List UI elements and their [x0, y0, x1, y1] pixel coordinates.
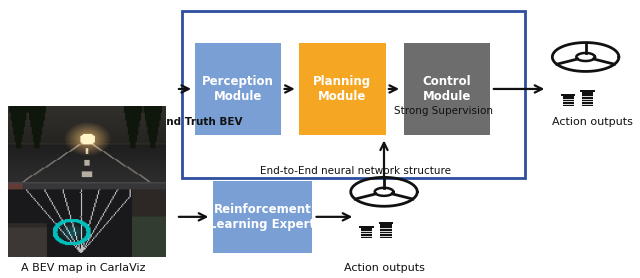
- Text: Action outputs: Action outputs: [552, 117, 632, 127]
- Bar: [360, 226, 374, 228]
- Bar: [361, 228, 372, 238]
- Text: Planning
Module: Planning Module: [314, 75, 371, 103]
- Bar: [580, 90, 595, 92]
- Bar: [582, 92, 593, 106]
- Bar: [379, 222, 393, 224]
- FancyBboxPatch shape: [300, 43, 385, 135]
- Bar: [380, 224, 392, 238]
- Text: A BEV map in CarlaViz: A BEV map in CarlaViz: [21, 263, 145, 273]
- FancyBboxPatch shape: [404, 43, 490, 135]
- Text: End-to-End neural network structure: End-to-End neural network structure: [260, 166, 451, 176]
- Text: Ground Truth BEV: Ground Truth BEV: [138, 117, 242, 127]
- Bar: [563, 96, 574, 106]
- Bar: [561, 94, 575, 96]
- Text: Action outputs: Action outputs: [344, 263, 424, 273]
- Text: Control
Module: Control Module: [422, 75, 471, 103]
- FancyBboxPatch shape: [212, 181, 312, 253]
- Text: Strong Supervision: Strong Supervision: [394, 106, 493, 116]
- Text: Perception
Module: Perception Module: [202, 75, 274, 103]
- Text: Camera inputs: Camera inputs: [42, 190, 124, 200]
- FancyBboxPatch shape: [195, 43, 282, 135]
- Text: Reinforcement
Learning Expert: Reinforcement Learning Expert: [209, 203, 316, 231]
